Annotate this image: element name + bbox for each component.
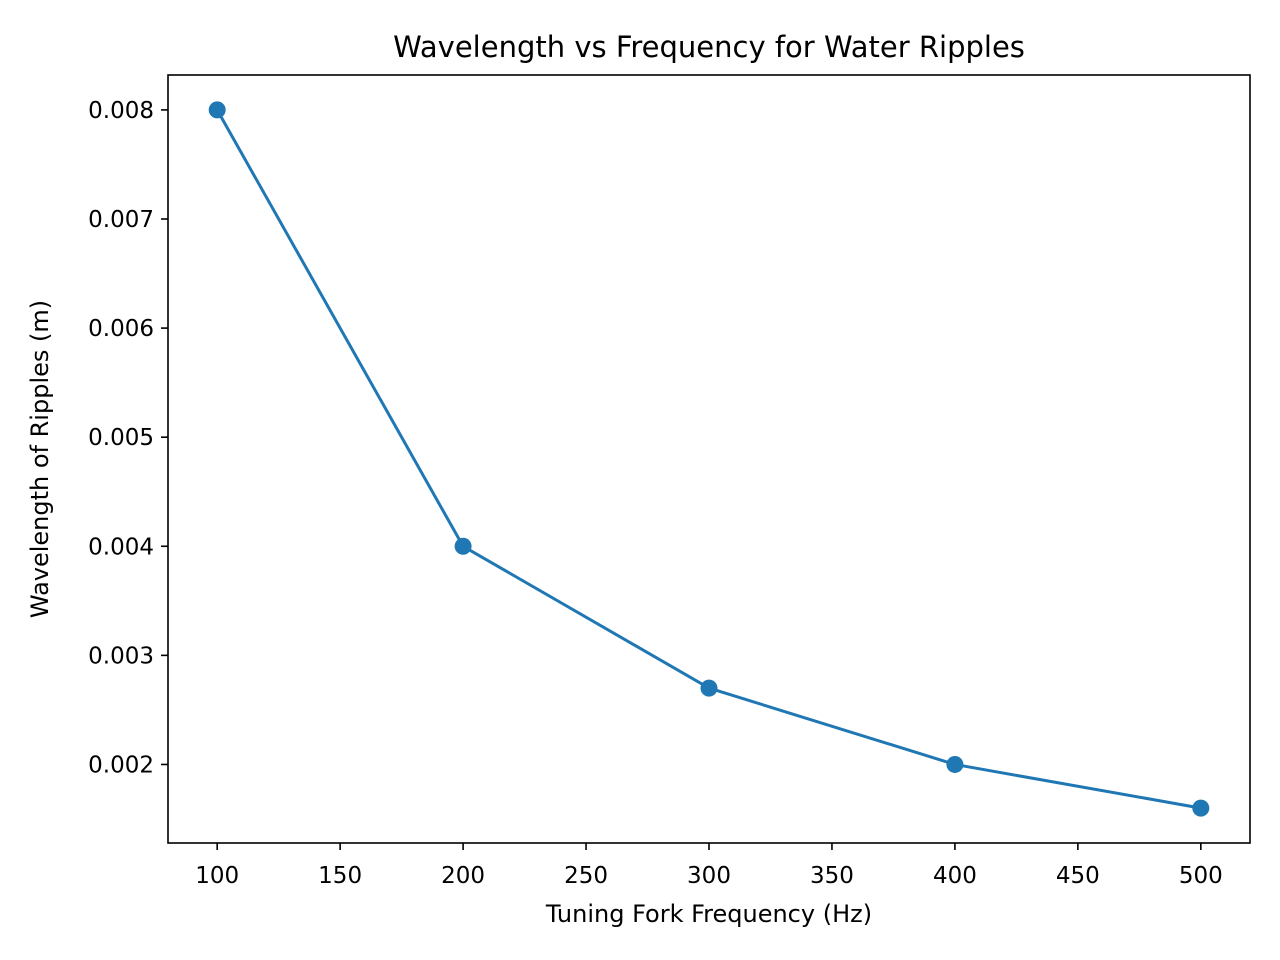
y-tick-label: 0.007	[88, 207, 154, 233]
x-tick-label: 150	[318, 863, 362, 889]
x-tick-label: 200	[441, 863, 485, 889]
data-point	[454, 537, 472, 555]
y-tick-label: 0.008	[88, 98, 154, 124]
x-tick-label: 300	[687, 863, 731, 889]
x-axis-label: Tuning Fork Frequency (Hz)	[545, 900, 872, 928]
y-tick-label: 0.002	[88, 752, 154, 778]
x-tick-label: 450	[1056, 863, 1100, 889]
x-tick-label: 350	[810, 863, 854, 889]
x-tick-label: 250	[564, 863, 608, 889]
data-point	[700, 679, 718, 697]
y-axis-label: Wavelength of Ripples (m)	[26, 300, 54, 618]
series-line	[215, 107, 1203, 810]
y-tick-label: 0.005	[88, 425, 154, 451]
y-tick-label: 0.004	[88, 534, 154, 560]
x-tick-label: 500	[1179, 863, 1223, 889]
data-point	[946, 755, 964, 773]
x-tick-label: 100	[195, 863, 239, 889]
plot-area: 100 150 200 250 300 350 400 450 500 0.002 0.003 0.0…	[88, 74, 1251, 889]
data-point	[1192, 799, 1210, 817]
plot-frame	[167, 74, 1251, 844]
chart-title: Wavelength vs Frequency for Water Ripple…	[393, 30, 1025, 64]
data-point	[208, 101, 226, 119]
x-tick-label: 400	[933, 863, 977, 889]
y-tick-label: 0.003	[88, 643, 154, 669]
y-tick-label: 0.006	[88, 316, 154, 342]
